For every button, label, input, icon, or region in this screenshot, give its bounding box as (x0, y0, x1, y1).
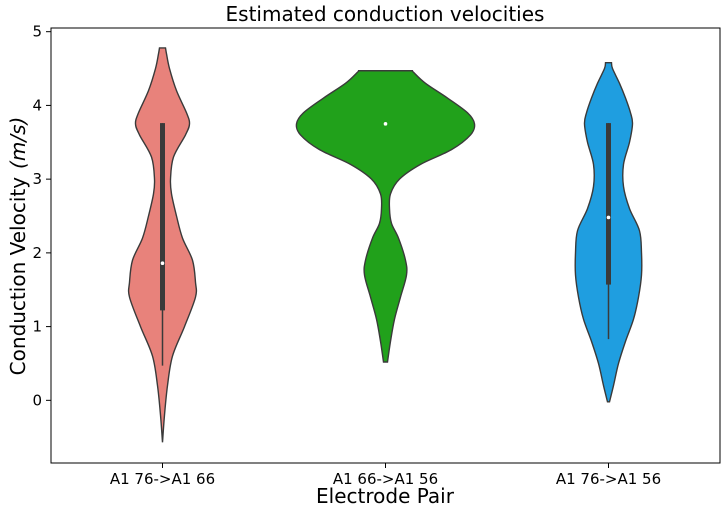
violin-median-2 (383, 122, 388, 126)
y-tick-label: 5 (32, 23, 42, 41)
x-tick-label: A1 76->A1 56 (556, 470, 661, 488)
y-axis-label-text: Conduction Velocity (6, 177, 30, 376)
y-axis-label-unit: (m/s) (6, 117, 30, 169)
violin-body-2 (295, 70, 476, 363)
x-axis-label: Electrode Pair (316, 484, 455, 508)
plot-frame (50, 27, 721, 464)
ticks-layer: 0 1 2 3 4 5 A1 76->A1 66 A1 66->A1 56 A1 76->A1 … (32, 23, 661, 488)
chart-title: Estimated conduction velocities (226, 2, 545, 26)
y-tick-label: 1 (32, 318, 42, 336)
violin-median-1 (160, 261, 165, 265)
y-axis-label: Conduction Velocity (m/s) (6, 117, 30, 376)
y-tick-label: 0 (32, 391, 42, 409)
x-tick-label: A1 76->A1 66 (110, 470, 215, 488)
violin-iqr-box-1 (160, 123, 165, 311)
y-tick-label: 2 (32, 244, 42, 262)
violin-iqr-box-3 (606, 123, 611, 285)
y-tick-label: 4 (32, 96, 42, 114)
x-tick-label: A1 66->A1 56 (333, 470, 438, 488)
violins-layer (127, 47, 643, 443)
y-tick-label: 3 (32, 170, 42, 188)
violin-median-3 (606, 215, 611, 220)
